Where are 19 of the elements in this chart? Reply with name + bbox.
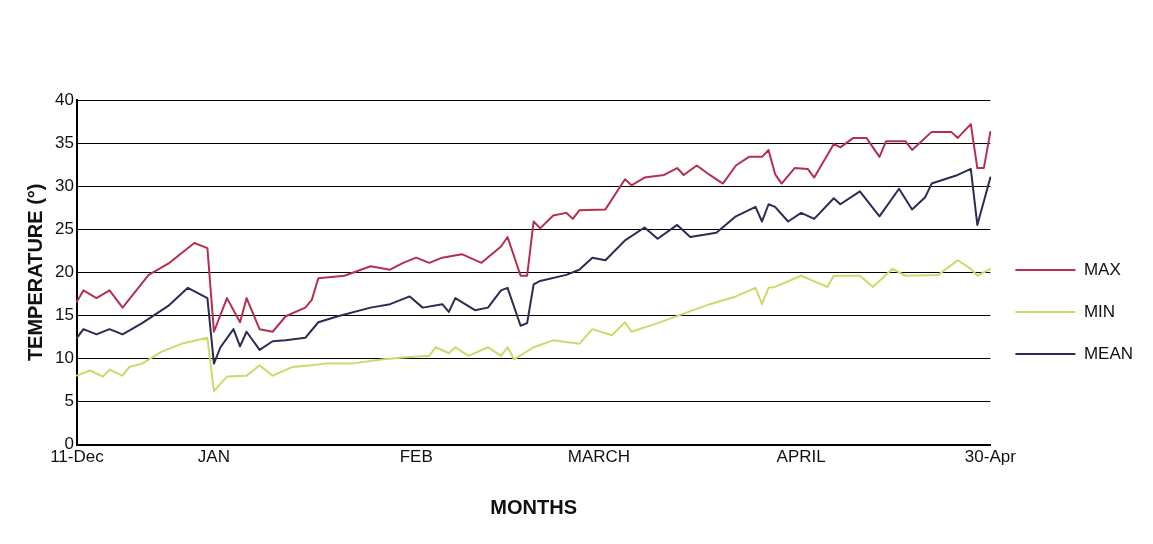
- y-tick-label: 10: [54, 348, 74, 368]
- y-tick-label: 5: [64, 391, 74, 411]
- y-tick-label: 15: [54, 305, 74, 325]
- y-tick-label: 35: [54, 132, 74, 152]
- y-axis-title: TEMPERATURE (°): [23, 183, 46, 362]
- legend-label: MAX: [1083, 259, 1121, 279]
- y-tick-label: 30: [54, 175, 74, 195]
- y-tick-label: 0: [64, 434, 74, 454]
- legend-label: MIN: [1083, 301, 1116, 321]
- y-tick-label: 20: [54, 261, 74, 281]
- y-tick-label: 40: [54, 89, 74, 109]
- x-tick-label: 30-Apr: [964, 447, 1017, 467]
- legend-label: MEAN: [1083, 343, 1134, 363]
- x-axis-title: MONTHS: [490, 495, 577, 518]
- x-tick-label: APRIL: [776, 447, 826, 467]
- x-tick-label: JAN: [197, 447, 230, 467]
- x-tick-label: FEB: [399, 447, 433, 467]
- x-tick-label: MARCH: [567, 447, 631, 467]
- y-tick-label: 25: [54, 218, 74, 238]
